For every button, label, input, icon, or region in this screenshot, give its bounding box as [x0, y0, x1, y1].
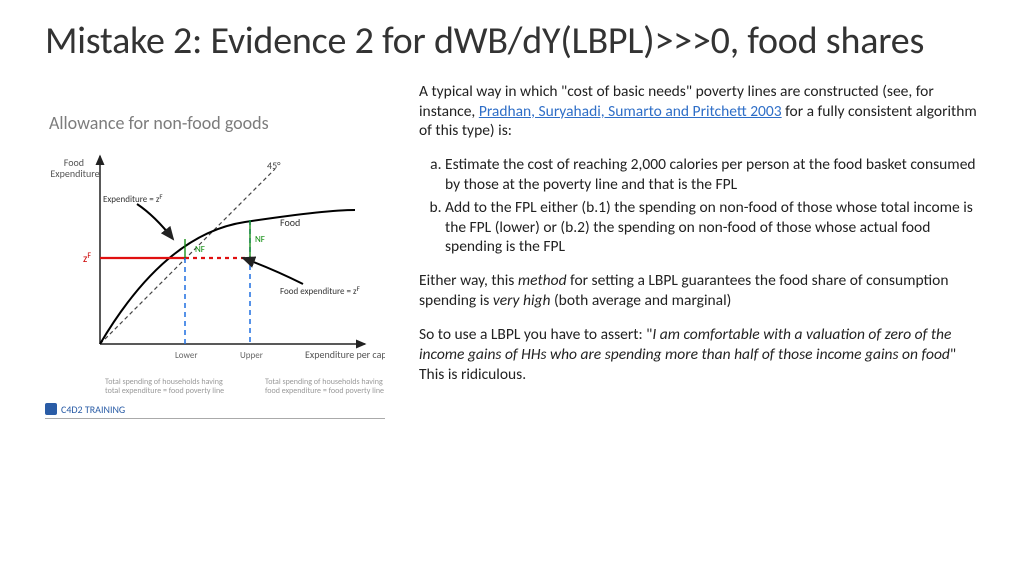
chart-footer: Total spending of households having tota… [45, 378, 395, 397]
arrow-expenditure [137, 204, 173, 239]
lower-label: Lower [175, 350, 197, 361]
p2-i1: method [518, 271, 567, 290]
list-item-a: Estimate the cost of reaching 2,000 calo… [445, 155, 979, 195]
nf-label-1: NF [195, 244, 205, 255]
footer-left: Total spending of households having tota… [105, 378, 235, 397]
slide: Mistake 2: Evidence 2 for dWB/dY(LBPL)>>… [0, 0, 1024, 576]
citation-link[interactable]: Pradhan, Suryahadi, Sumarto and Pritchet… [479, 102, 782, 121]
p2-i2: very high [493, 291, 551, 310]
para-3: So to use a LBPL you have to assert: "I … [419, 325, 979, 384]
method-list: Estimate the cost of reaching 2,000 calo… [419, 155, 979, 257]
p3-a: So to use a LBPL you have to assert: " [419, 325, 652, 344]
brand-logo-icon [45, 403, 57, 415]
body-text: A typical way in which "cost of basic ne… [419, 82, 979, 399]
chart-caption: Allowance for non-food goods [49, 112, 395, 134]
fortyfive-label: 45° [267, 159, 281, 172]
content-row: Allowance for non-food goods F [45, 82, 979, 419]
food-curve-label: Food [280, 216, 300, 229]
zf-y-label: zF [83, 251, 91, 265]
food-exp-callout: Food expenditure = zF [280, 284, 361, 297]
nf-label-2: NF [255, 234, 265, 245]
brand-text: C4D2 TRAINING [61, 403, 125, 416]
y-axis-label: Food Expenditure [50, 156, 99, 180]
x-axis-label: Expenditure per capita [305, 348, 385, 361]
chart-brand: C4D2 TRAINING [45, 403, 385, 419]
list-item-b: Add to the FPL either (b.1) the spending… [445, 198, 979, 257]
expenditure-callout: Expenditure = zF [103, 192, 163, 205]
para-2: Either way, this method for setting a LB… [419, 271, 979, 311]
arrow-food-exp [243, 258, 303, 284]
p2-c: (both average and marginal) [550, 291, 731, 310]
food-engel-curve [100, 210, 355, 344]
footer-right: Total spending of households having food… [265, 378, 395, 397]
slide-title: Mistake 2: Evidence 2 for dWB/dY(LBPL)>>… [45, 20, 979, 64]
para-1: A typical way in which "cost of basic ne… [419, 82, 979, 141]
upper-label: Upper [240, 350, 263, 361]
p2-a: Either way, this [419, 271, 518, 290]
engel-curve-chart: Food Expenditure Expenditure per capita … [45, 144, 385, 374]
chart-column: Allowance for non-food goods F [45, 82, 395, 419]
